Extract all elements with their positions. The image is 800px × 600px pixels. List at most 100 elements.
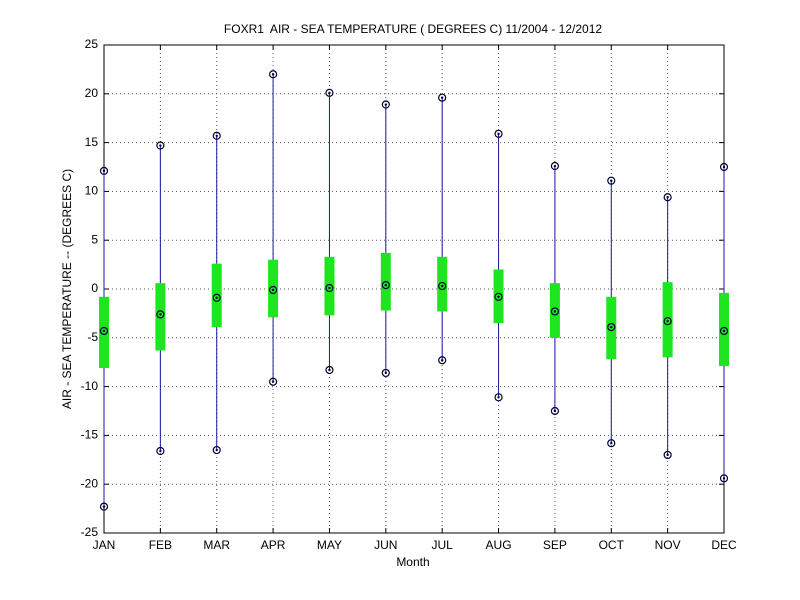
point-dot [271,288,275,292]
point-dot [553,409,557,413]
y-tick-label: -10 [81,379,99,393]
x-tick-label: APR [261,538,286,552]
point-marker [212,293,221,302]
point-dot [159,144,162,147]
point-marker [438,93,447,102]
point-dot [328,91,331,95]
point-dot [384,103,388,106]
x-tick-label: OCT [599,538,625,552]
point-dot [610,325,613,329]
point-dot [102,329,106,333]
point-marker [325,283,334,293]
point-marker [438,281,447,291]
x-tick-label: JUN [374,538,397,552]
x-tick-label: SEP [543,538,567,552]
x-axis-label: Month [396,555,429,569]
point-dot [159,449,162,453]
y-tick-label: 25 [85,37,99,51]
point-dot [159,313,162,316]
point-dot [666,453,669,457]
point-marker [494,129,503,138]
point-marker [607,322,616,332]
y-tick-label: 20 [85,86,99,100]
point-marker [381,100,390,109]
point-marker [607,176,616,185]
x-tick-label: JUL [432,538,454,552]
point-dot [384,283,388,287]
point-marker [663,193,672,202]
point-marker [325,88,334,97]
y-tick-label: -15 [81,428,99,442]
x-tick-label: MAY [317,538,342,552]
point-dot [497,295,500,299]
box [211,263,222,328]
point-dot [610,179,613,182]
point-dot [666,196,669,199]
point-dot [328,286,331,290]
point-marker [550,406,560,416]
point-marker [550,161,560,171]
point-marker [719,162,729,172]
point-dot [610,442,613,445]
point-marker [212,445,221,455]
point-marker [607,439,616,448]
point-marker [325,365,334,375]
point-marker [550,307,560,316]
point-dot [215,296,218,299]
box [99,296,109,369]
point-marker [99,326,109,336]
point-dot [722,165,726,169]
x-tick-label: FEB [149,538,172,552]
y-tick-label: 15 [85,135,99,149]
y-tick-label: -5 [87,330,98,344]
point-marker [719,474,729,483]
point-dot [271,73,275,76]
point-marker [381,280,390,290]
y-tick-label: 0 [91,281,98,295]
box [662,282,673,358]
point-marker [438,356,447,365]
point-dot [215,134,218,137]
point-dot [497,396,500,399]
point-dot [384,371,388,375]
y-tick-label: -20 [81,476,99,490]
point-marker [268,285,278,295]
point-dot [440,359,444,362]
point-marker [99,166,109,176]
point-dot [722,329,726,333]
point-marker [663,317,672,326]
point-dot [553,164,557,168]
box [719,292,729,367]
x-tick-label: AUG [486,538,512,552]
point-dot [102,169,106,173]
point-marker [99,502,109,511]
y-axis-label: AIR - SEA TEMPERATURE -- (DEGREES C) [60,169,74,409]
box [437,256,448,312]
point-marker [663,450,672,460]
point-marker [381,368,390,378]
point-dot [553,310,557,313]
point-marker [268,377,278,386]
point-dot [497,132,500,136]
y-tick-label: 5 [91,232,98,246]
point-dot [102,505,106,508]
point-dot [722,477,726,480]
point-marker [494,393,503,402]
x-tick-label: DEC [711,538,737,552]
point-dot [440,96,444,99]
box [324,256,335,316]
point-dot [215,448,218,452]
point-marker [156,446,165,456]
x-tick-label: JAN [93,538,116,552]
point-dot [328,368,331,372]
point-marker [212,131,221,140]
point-marker [268,70,278,79]
y-tick-label: 10 [85,184,99,198]
point-dot [666,320,669,323]
point-dot [271,380,275,383]
point-marker [719,326,729,336]
x-tick-label: MAR [203,538,230,552]
point-marker [156,310,165,319]
box [268,259,279,318]
